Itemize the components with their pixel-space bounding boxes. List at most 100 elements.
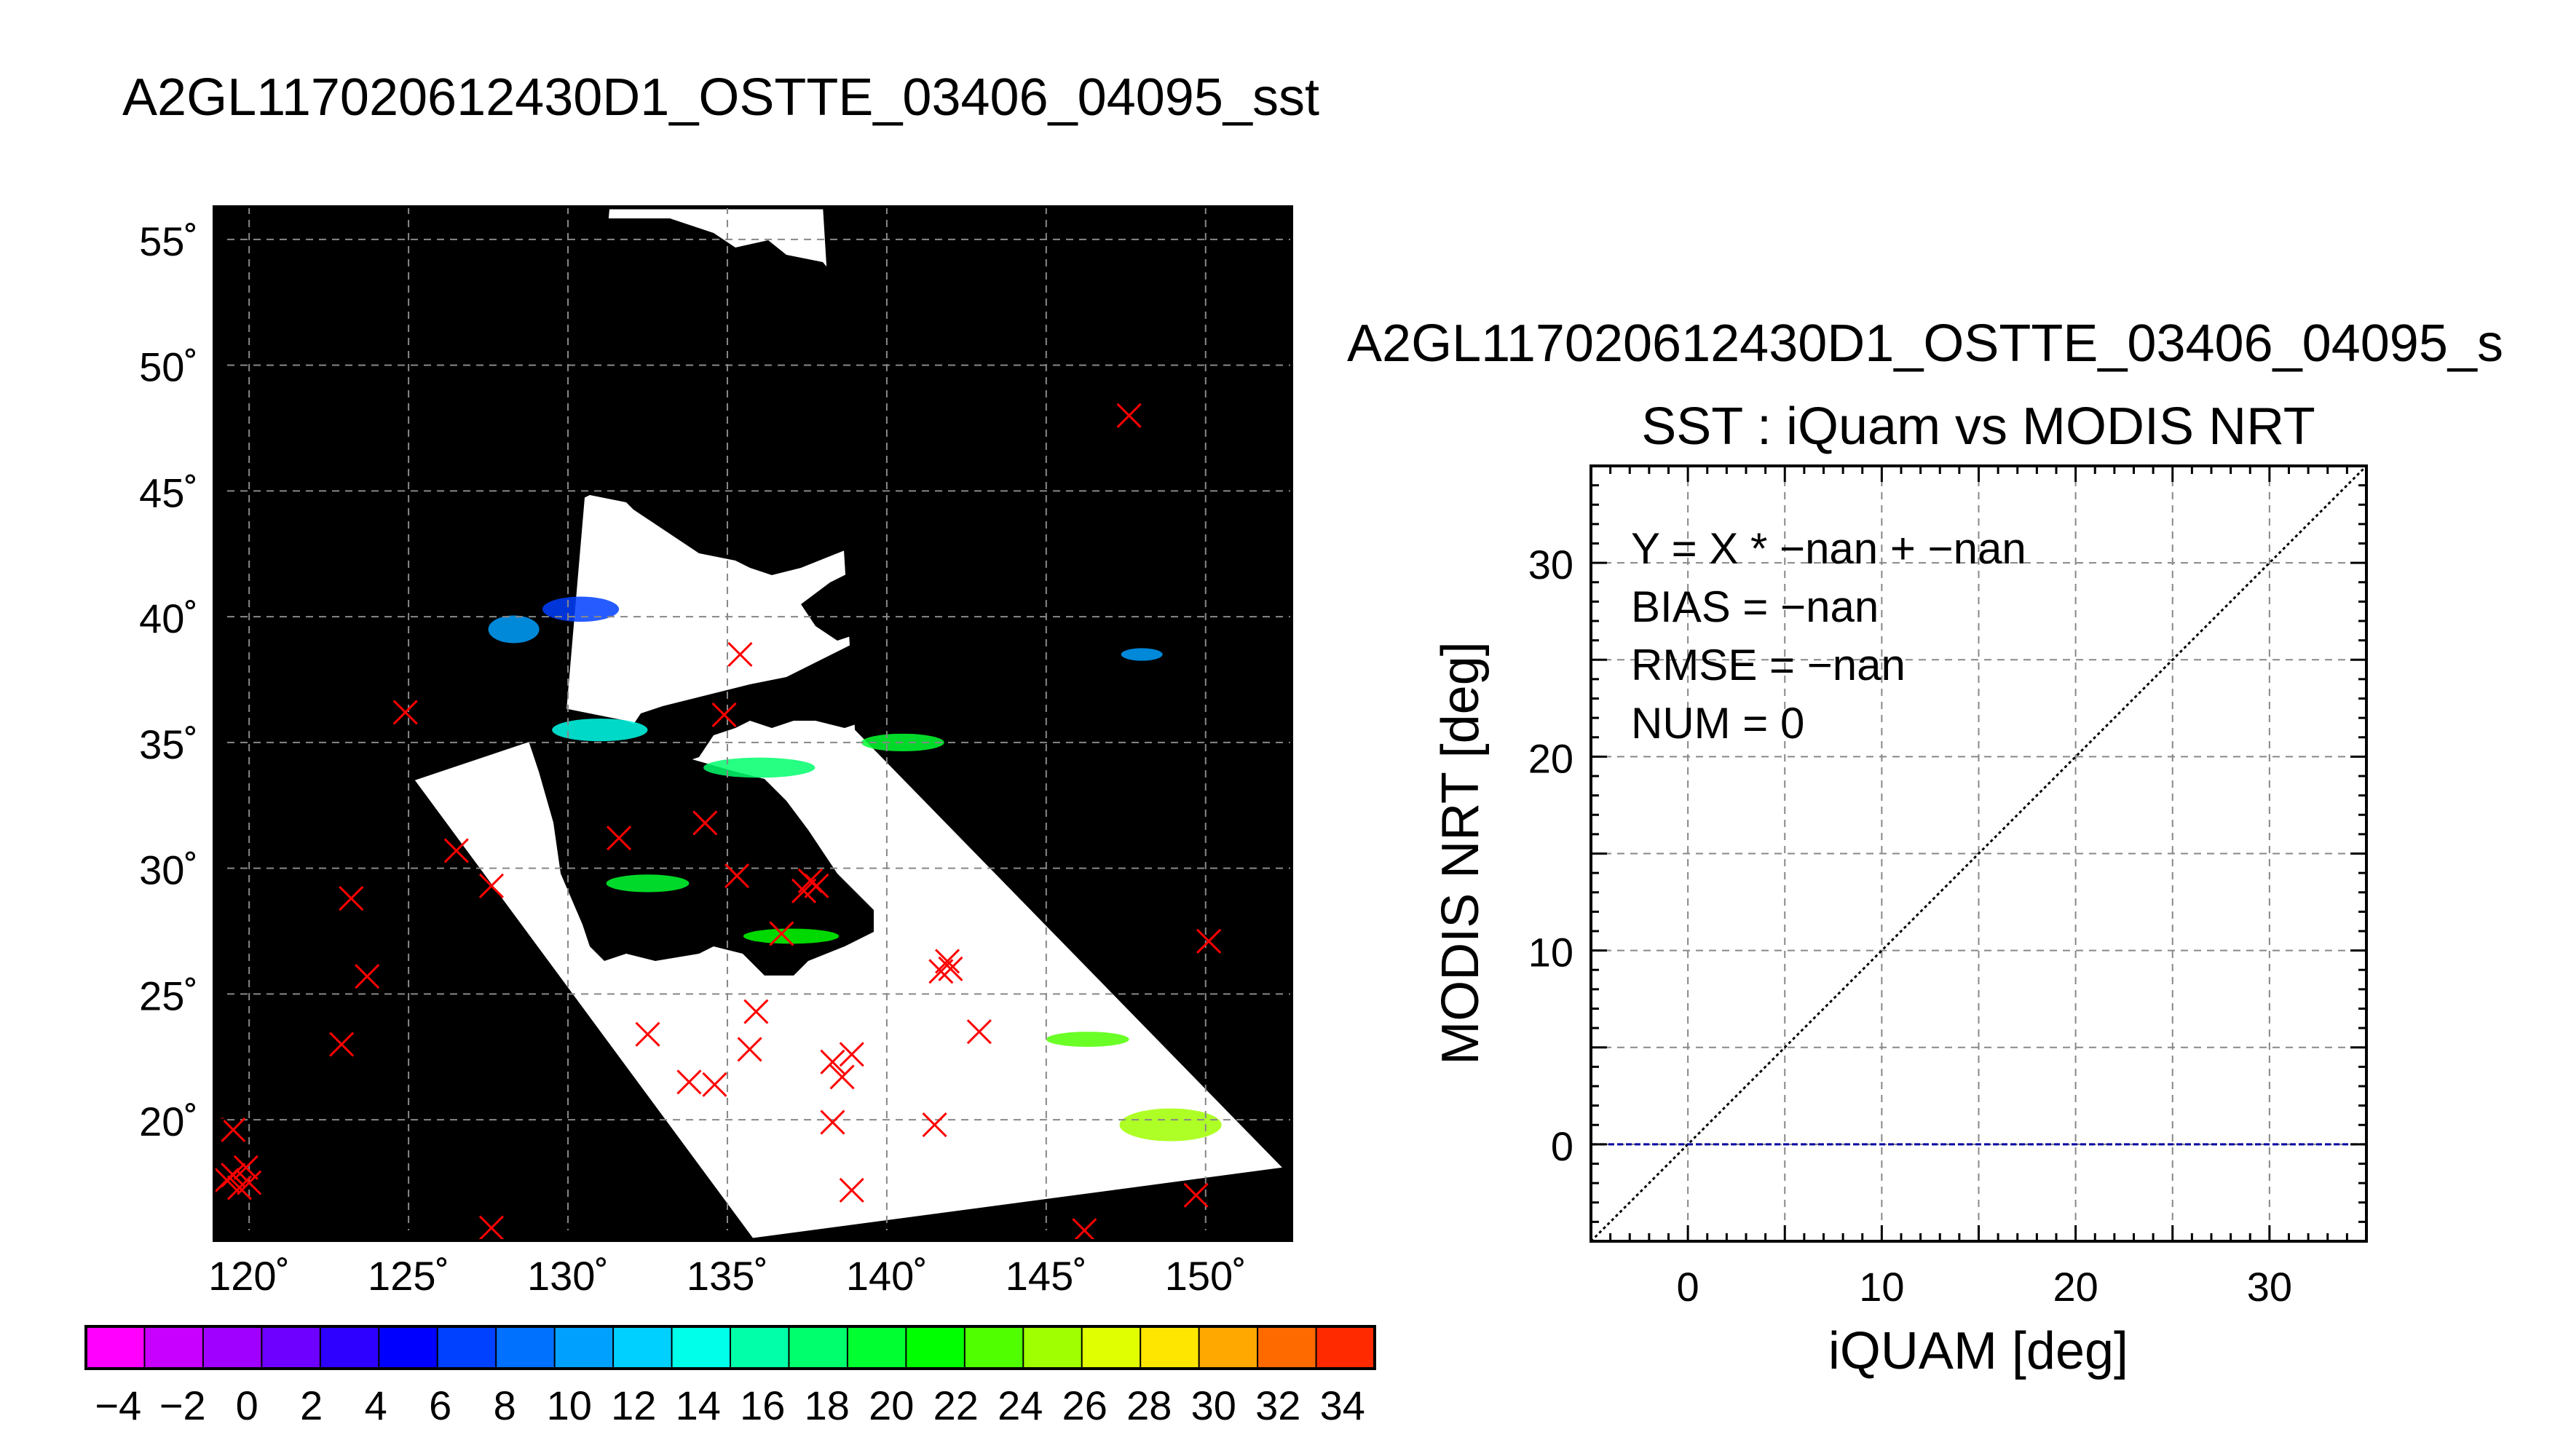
figure-title: A2GL117020612430D1_OSTTE_03406_04095_sst	[122, 68, 1319, 127]
scatter-annotation: RMSE = −nan	[1631, 641, 1906, 689]
scatter-y-tick-label: 10	[1528, 930, 1573, 976]
iquam-point-stroke	[329, 1032, 355, 1057]
map-x-tick-label: 120˚	[208, 1253, 290, 1299]
colorbar-tick-label: 18	[805, 1382, 850, 1428]
colorbar-tick-label: −4	[95, 1382, 141, 1428]
map-y-tick-label: 50˚	[139, 344, 198, 390]
colorbar-cell	[613, 1326, 673, 1369]
colorbar-cell	[320, 1326, 379, 1369]
map-grid	[214, 207, 1292, 1241]
iquam-point-stroke	[820, 1109, 845, 1135]
iquam-point	[329, 1032, 355, 1057]
scatter-x-tick-label: 30	[2247, 1264, 2292, 1310]
scatter-y-tick-label: 20	[1528, 735, 1573, 781]
scatter-plot: A2GL117020612430D1_OSTTE_03406_04095_s S…	[1347, 314, 2503, 1380]
map-y-tick-label: 20˚	[139, 1099, 198, 1144]
map-x-tick-label: 135˚	[687, 1253, 768, 1299]
iquam-point	[226, 1175, 253, 1200]
colorbar-labels: −4 −2 0 2 4 6 8 10 12 14 16 18 20 22 24 26 28 30 32 34	[95, 1382, 1365, 1428]
sst-map: 20˚ 25˚ 30˚ 35˚ 40˚ 45˚ 50˚ 55˚ 120˚ 125˚ 130˚ 135…	[139, 205, 1293, 1299]
iquam-point	[791, 878, 817, 903]
iquam-point-stroke	[724, 863, 750, 889]
iquam-points	[214, 403, 1222, 1241]
colorbar-cell	[144, 1326, 204, 1369]
scatter-annotation: NUM = 0	[1631, 699, 1804, 748]
iquam-point	[769, 921, 794, 946]
iquam-point	[727, 641, 753, 668]
land-mask	[364, 218, 1150, 976]
colorbar-cell	[964, 1326, 1024, 1369]
iquam-point	[1072, 1218, 1097, 1241]
map-x-tick-label: 125˚	[368, 1253, 449, 1299]
iquam-point	[1183, 1182, 1209, 1208]
scatter-grid	[1591, 466, 2366, 1241]
colorbar-tick-label: 8	[494, 1382, 516, 1428]
colorbar-tick-label: 16	[740, 1382, 785, 1428]
colorbar-tick-label: 32	[1255, 1382, 1300, 1428]
iquam-point	[443, 838, 469, 863]
iquam-point	[724, 863, 750, 889]
scatter-minor-ticks	[1590, 464, 2368, 1243]
map-frame	[213, 205, 1293, 1242]
scatter-ylabel: MODIS NRT [deg]	[1431, 641, 1490, 1065]
map-y-tick-label: 40˚	[139, 596, 198, 641]
colorbar-tick-label: 34	[1320, 1382, 1365, 1428]
iquam-point-stroke	[966, 1019, 992, 1045]
map-y-axis: 20˚ 25˚ 30˚ 35˚ 40˚ 45˚ 50˚ 55˚	[139, 218, 224, 1144]
colorbar-cell	[202, 1326, 262, 1369]
colorbar-cell	[847, 1326, 907, 1369]
colorbar-cell	[671, 1326, 731, 1369]
iquam-point	[839, 1042, 864, 1067]
iquam-point	[607, 826, 632, 851]
colorbar-cell	[1257, 1326, 1317, 1369]
iquam-point	[339, 886, 364, 911]
iquam-point	[829, 1064, 855, 1090]
colorbar-tick-label: 2	[300, 1382, 323, 1428]
iquam-point-stroke	[737, 1037, 762, 1062]
iquam-point	[478, 1215, 505, 1241]
iquam-point	[221, 1117, 246, 1143]
map-x-tick-label: 130˚	[527, 1253, 609, 1299]
scatter-figure-title: A2GL117020612430D1_OSTTE_03406_04095_s	[1347, 314, 2503, 373]
colorbar-cell	[789, 1326, 848, 1369]
colorbar-cell	[379, 1326, 438, 1369]
colorbar-cell	[496, 1326, 556, 1369]
scatter-title: SST : iQuam vs MODIS NRT	[1641, 397, 2315, 456]
iquam-point	[804, 873, 829, 898]
iquam-point-stroke	[839, 1042, 864, 1067]
iquam-point-stroke	[938, 956, 963, 981]
map-x-tick-label: 145˚	[1006, 1253, 1087, 1299]
iquam-point	[928, 959, 954, 984]
iquam-point	[938, 956, 963, 981]
colorbar-cell	[554, 1326, 614, 1369]
colorbar-cell	[261, 1326, 321, 1369]
iquam-point	[839, 1177, 864, 1203]
scatter-reference-lines	[1590, 464, 2368, 1243]
colorbar-tick-label: 22	[933, 1382, 979, 1428]
iquam-point-stroke	[635, 1021, 660, 1047]
iquam-point	[1116, 403, 1142, 428]
colorbar-cell	[437, 1326, 497, 1369]
colorbar-tick-label: 20	[869, 1382, 914, 1428]
iquam-point	[233, 1155, 258, 1180]
map-y-tick-label: 30˚	[139, 847, 198, 893]
colorbar-tick-label: 30	[1191, 1382, 1236, 1428]
colorbar-cell	[1316, 1326, 1375, 1369]
iquam-point-stroke	[1183, 1182, 1209, 1208]
colorbar-tick-label: 14	[676, 1382, 721, 1428]
map-y-tick-label: 45˚	[139, 470, 198, 515]
colorbar-tick-label: 28	[1126, 1382, 1172, 1428]
scatter-x-tick-label: 10	[1859, 1264, 1904, 1310]
identity-line	[1590, 464, 2368, 1243]
map-y-tick-label: 35˚	[139, 721, 198, 767]
iquam-point	[214, 1168, 240, 1193]
iquam-point	[737, 1037, 762, 1062]
iquam-point-stroke	[743, 999, 769, 1024]
iquam-point-stroke	[443, 838, 469, 863]
iquam-point-stroke	[214, 1168, 240, 1193]
colorbar-tick-label: 4	[365, 1382, 387, 1428]
colorbar-tick-label: 10	[547, 1382, 592, 1428]
map-y-tick-label: 25˚	[139, 973, 198, 1018]
sst-patch	[488, 615, 540, 644]
sst-patch	[542, 596, 620, 622]
